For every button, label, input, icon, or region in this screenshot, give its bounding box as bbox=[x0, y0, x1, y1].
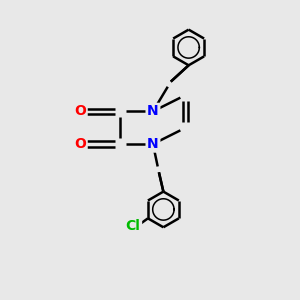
Text: O: O bbox=[74, 104, 86, 118]
Text: N: N bbox=[147, 137, 159, 151]
Text: Cl: Cl bbox=[126, 219, 140, 233]
Text: N: N bbox=[147, 104, 159, 118]
Text: O: O bbox=[74, 137, 86, 151]
